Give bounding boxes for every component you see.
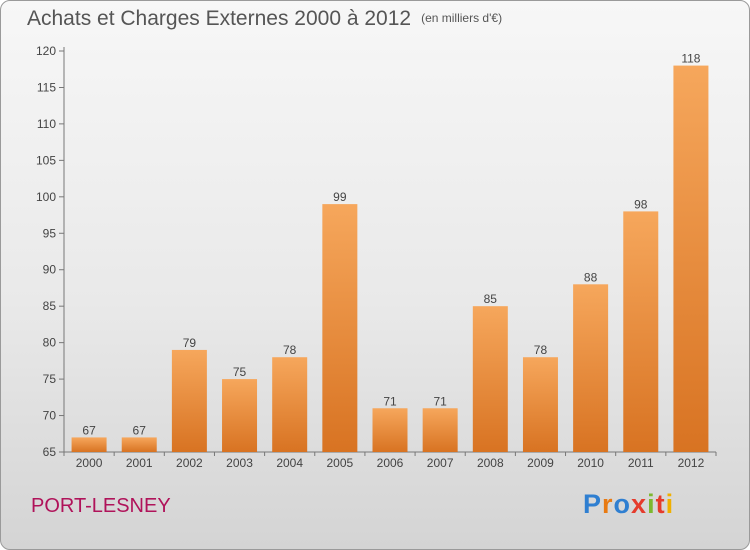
bar-2007 — [422, 408, 458, 452]
y-tick-label: 65 — [43, 445, 57, 459]
logo-letter: r — [602, 489, 614, 519]
x-tick-label-2003: 2003 — [226, 456, 253, 470]
data-label-2011: 98 — [634, 197, 648, 211]
bar-2002 — [171, 349, 207, 452]
x-tick-label-2010: 2010 — [577, 456, 604, 470]
x-tick-label-2002: 2002 — [176, 456, 203, 470]
place-name: PORT-LESNEY — [31, 495, 171, 517]
data-label-2009: 78 — [534, 343, 548, 357]
y-tick-label: 80 — [43, 336, 57, 350]
data-label-2007: 71 — [433, 394, 447, 408]
y-tick-label: 90 — [43, 263, 57, 277]
logo-letter: i — [665, 489, 675, 519]
y-tick-label: 70 — [43, 409, 57, 423]
bar-2006 — [372, 408, 408, 452]
bar-2001 — [121, 437, 157, 452]
data-label-2012: 118 — [681, 52, 700, 66]
title-unit: (en milliers d'€) — [421, 11, 503, 25]
x-tick-label-2011: 2011 — [628, 456, 654, 470]
x-tick-label-2001: 2001 — [126, 456, 153, 470]
data-label-2003: 75 — [233, 365, 247, 379]
data-label-2006: 71 — [383, 394, 397, 408]
bar-2008 — [472, 306, 508, 452]
data-label-2002: 79 — [183, 336, 197, 350]
chart-title: Achats et Charges Externes 2000 à 2012 (e… — [27, 7, 502, 31]
y-tick-label: 95 — [43, 226, 57, 240]
x-tick-label-2012: 2012 — [678, 456, 705, 470]
y-tick-label: 75 — [43, 372, 57, 386]
x-tick-label-2000: 2000 — [76, 456, 103, 470]
data-label-2010: 88 — [584, 270, 598, 284]
x-tick-label-2009: 2009 — [527, 456, 554, 470]
proxiti-logo: Proxiti — [583, 489, 674, 520]
y-tick-label: 100 — [36, 190, 56, 204]
title-text: Achats et Charges Externes 2000 à 2012 — [27, 7, 412, 30]
bar-2000 — [71, 437, 107, 452]
y-tick-label: 115 — [37, 80, 56, 94]
bar-2003 — [222, 379, 258, 452]
data-label-2008: 85 — [484, 292, 498, 306]
y-tick-label: 110 — [37, 117, 56, 131]
bar-2009 — [522, 357, 558, 452]
y-tick-label: 120 — [36, 44, 56, 58]
x-tick-label-2006: 2006 — [377, 456, 404, 470]
y-tick-label: 85 — [43, 299, 57, 313]
x-tick-label-2008: 2008 — [477, 456, 504, 470]
x-tick-label-2007: 2007 — [427, 456, 454, 470]
x-tick-label-2004: 2004 — [276, 456, 303, 470]
y-tick-label: 105 — [36, 153, 56, 167]
bar-2012 — [673, 65, 709, 452]
x-tick-label-2005: 2005 — [326, 456, 353, 470]
logo-letter: P — [583, 489, 603, 519]
bar-2010 — [573, 284, 609, 452]
data-label-2000: 67 — [82, 423, 96, 437]
data-label-2005: 99 — [333, 190, 347, 204]
bar-2011 — [623, 211, 659, 452]
logo-letter: x — [631, 489, 648, 519]
data-label-2001: 67 — [133, 423, 147, 437]
logo-letter: t — [655, 489, 666, 519]
bar-2004 — [272, 357, 308, 452]
data-label-2004: 78 — [283, 343, 297, 357]
bar-2005 — [322, 204, 358, 452]
logo-letter: o — [613, 489, 632, 519]
logo-letter: i — [647, 489, 656, 519]
